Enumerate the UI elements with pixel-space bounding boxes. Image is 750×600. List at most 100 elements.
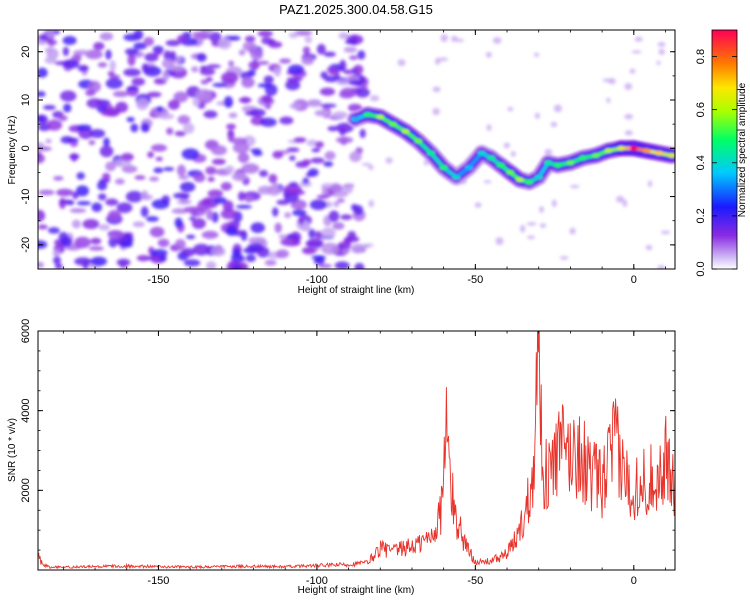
noise-blob — [136, 254, 150, 262]
noise-blob — [616, 195, 625, 203]
noise-blob — [309, 199, 327, 211]
snr-x-axis-label: Height of straight line (km) — [298, 585, 415, 596]
ridge-point — [439, 165, 448, 171]
noise-blob — [76, 201, 92, 206]
noise-blob — [211, 246, 226, 257]
colorbar-tick-label: 0.0 — [695, 261, 707, 276]
y-tick-label: 2000 — [20, 478, 32, 502]
noise-blob — [71, 219, 81, 229]
noise-blob — [202, 199, 213, 204]
noise-blob — [324, 150, 336, 161]
spectrogram-noise-layer — [38, 30, 671, 269]
noise-blob — [96, 180, 108, 191]
noise-blob — [534, 112, 540, 119]
noise-blob — [660, 230, 671, 235]
ridge-point — [506, 170, 515, 175]
noise-blob — [526, 235, 536, 240]
noise-blob — [192, 96, 201, 107]
noise-blob — [559, 256, 569, 260]
noise-blob — [224, 165, 235, 174]
noise-blob — [231, 265, 241, 269]
noise-blob — [88, 246, 104, 251]
noise-blob — [161, 58, 175, 69]
noise-blob — [58, 199, 75, 204]
noise-blob — [273, 66, 282, 77]
noise-blob — [230, 253, 244, 263]
noise-blob — [191, 218, 206, 229]
noise-blob — [105, 49, 112, 60]
noise-blob — [149, 226, 165, 238]
noise-blob — [248, 60, 261, 70]
noise-blob — [310, 157, 325, 164]
noise-blob — [130, 123, 139, 133]
noise-blob — [141, 63, 149, 73]
noise-blob — [86, 98, 104, 109]
x-tick-label: -100 — [306, 575, 328, 587]
noise-blob — [205, 166, 217, 175]
noise-blob — [136, 98, 149, 111]
noise-blob — [38, 261, 45, 269]
noise-blob — [349, 151, 362, 162]
noise-blob — [119, 240, 133, 248]
noise-blob — [173, 91, 189, 103]
noise-blob — [159, 113, 175, 120]
noise-blob — [533, 52, 540, 57]
noise-blob — [440, 34, 448, 42]
noise-blob — [74, 257, 92, 266]
noise-blob — [90, 237, 102, 245]
ridge-point — [579, 155, 588, 161]
noise-blob — [292, 209, 307, 217]
noise-blob — [109, 60, 116, 72]
noise-blob — [624, 130, 633, 136]
noise-blob — [368, 199, 375, 208]
noise-blob — [278, 234, 288, 239]
noise-blob — [510, 150, 516, 157]
noise-blob — [368, 165, 374, 170]
noise-blob — [629, 68, 636, 74]
noise-blob — [76, 172, 85, 180]
noise-blob — [340, 214, 353, 221]
noise-blob — [328, 69, 340, 76]
noise-blob — [289, 155, 296, 161]
noise-blob — [301, 56, 314, 66]
noise-blob — [143, 36, 155, 47]
ridge-point — [414, 138, 423, 144]
noise-blob — [257, 30, 274, 37]
noise-blob — [288, 32, 299, 39]
noise-blob — [115, 101, 129, 113]
ridge-point — [426, 150, 435, 156]
noise-blob — [46, 30, 55, 39]
noise-blob — [257, 60, 270, 65]
spectrogram-x-axis-label: Height of straight line (km) — [298, 285, 415, 296]
y-tick-label: 20 — [20, 46, 32, 58]
noise-blob — [120, 153, 134, 162]
noise-blob — [176, 199, 192, 205]
noise-blob — [294, 30, 313, 36]
noise-blob — [105, 161, 117, 172]
noise-blob — [226, 123, 236, 130]
ridge-point — [388, 121, 397, 127]
noise-blob — [74, 236, 91, 249]
x-tick-label: 0 — [631, 274, 637, 286]
noise-blob — [223, 96, 234, 108]
noise-blob — [44, 56, 57, 64]
noise-blob — [252, 151, 263, 157]
noise-blob — [203, 110, 218, 119]
noise-blob — [242, 41, 257, 52]
noise-blob — [432, 86, 441, 93]
noise-blob — [205, 77, 213, 82]
noise-blob — [280, 238, 294, 246]
noise-blob — [284, 184, 302, 195]
noise-blob — [144, 52, 159, 62]
noise-blob — [77, 64, 89, 72]
noise-blob — [126, 116, 135, 123]
noise-blob — [227, 130, 235, 143]
noise-blob — [116, 258, 131, 267]
noise-blob — [206, 64, 221, 69]
ridge-segment — [536, 161, 550, 180]
noise-blob — [146, 91, 162, 98]
noise-blob — [176, 34, 187, 43]
noise-blob — [90, 256, 108, 267]
noise-blob — [58, 115, 68, 122]
